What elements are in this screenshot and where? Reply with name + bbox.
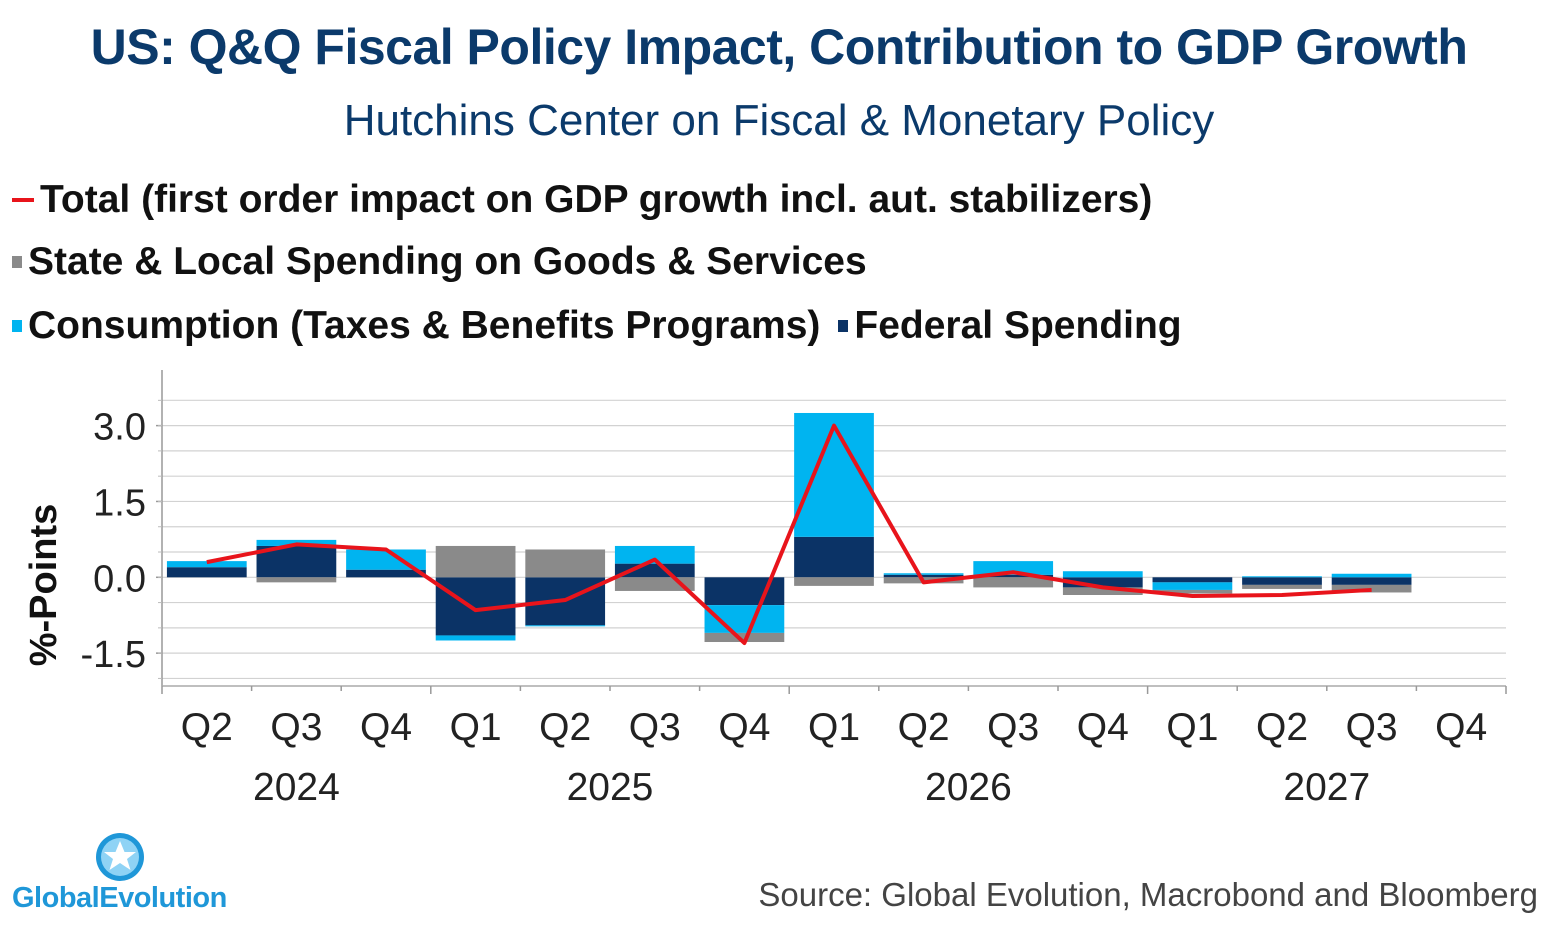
bar-federal <box>1062 577 1143 588</box>
x-tick-label: Q2 <box>898 706 950 749</box>
bar-federal <box>704 577 785 606</box>
legend-item-total[interactable]: Total (first order impact on GDP growth … <box>12 178 1152 222</box>
x-tick-label: Q4 <box>1077 706 1129 749</box>
bar-state_local <box>256 577 337 583</box>
bar-consumption <box>1152 582 1233 590</box>
x-tick-label: Q2 <box>181 706 233 749</box>
bar-federal <box>883 574 964 578</box>
bar-federal <box>1152 577 1233 583</box>
bar-consumption <box>614 545 695 564</box>
bar-state_local <box>1331 584 1412 593</box>
y-tick-label: 1.5 <box>93 482 146 524</box>
total-line-series <box>206 423 1372 646</box>
legend-label-total: Total (first order impact on GDP growth … <box>40 178 1153 221</box>
legend-row-1: Total (first order impact on GDP growth … <box>12 178 1170 222</box>
x-tick-label: Q4 <box>360 706 412 749</box>
axes: -1.5 0.0 1.5 3.0 Q2 Q3 Q4 Q1 Q2 Q3 Q4 Q1 Q2 Q3 Q4 Q1 Q2 Q… <box>81 370 1507 809</box>
chart-plot: -1.5 0.0 1.5 3.0 Q2 Q3 Q4 Q1 Q2 Q3 Q4 Q1 Q2 Q3 Q4 Q1 Q2 Q… <box>23 370 1507 809</box>
legend-item-consumption[interactable]: Consumption (Taxes & Benefits Programs) <box>12 304 820 348</box>
legend-item-state-local[interactable]: State & Local Spending on Goods & Servic… <box>12 240 867 284</box>
x-tick-label: Q4 <box>718 706 770 749</box>
x-tick-label: Q1 <box>450 706 502 749</box>
bar-federal <box>166 567 247 578</box>
x-tick-label: Q2 <box>539 706 591 749</box>
bar-state_local <box>1062 587 1143 595</box>
x-tick-label: Q3 <box>1346 706 1398 749</box>
legend-swatch-state-local <box>12 256 22 268</box>
bar-consumption <box>166 561 247 568</box>
bar-consumption <box>525 625 606 627</box>
legend-row-3: Consumption (Taxes & Benefits Programs) … <box>12 304 1200 348</box>
bar-state_local <box>525 549 606 578</box>
legend-swatch-consumption <box>12 320 22 332</box>
bar-state_local <box>794 577 874 586</box>
bar-federal <box>973 574 1054 578</box>
legend-label-state-local: State & Local Spending on Goods & Servic… <box>28 240 867 283</box>
bar-federal <box>1331 577 1412 585</box>
bar-consumption <box>435 635 516 641</box>
chart-title: US: Q&Q Fiscal Policy Impact, Contributi… <box>90 19 1468 75</box>
y-axis-label: %-Points <box>23 504 65 667</box>
bar-federal <box>1242 577 1322 585</box>
x-tick-label: Q3 <box>270 706 322 749</box>
bar-federal <box>346 569 426 578</box>
x-year-label: 2025 <box>567 766 654 809</box>
x-tick-label: Q4 <box>1435 706 1487 749</box>
chart-subtitle: Hutchins Center on Fiscal & Monetary Pol… <box>343 96 1215 145</box>
legend-swatch-federal <box>838 320 849 332</box>
bar-consumption <box>1331 573 1412 578</box>
legend-item-federal[interactable]: Federal Spending <box>838 304 1182 348</box>
legend-label-consumption: Consumption (Taxes & Benefits Programs) <box>28 304 821 347</box>
x-tick-label: Q3 <box>629 706 681 749</box>
x-tick-label: Q2 <box>1256 706 1308 749</box>
x-year-label: 2024 <box>253 766 340 809</box>
x-year-label: 2027 <box>1283 766 1370 809</box>
bar-state_local <box>1242 584 1322 589</box>
y-tick-label: -1.5 <box>81 634 146 676</box>
x-year-label: 2026 <box>925 766 1012 809</box>
logo-text: GlobalEvolution <box>12 882 227 914</box>
bar-federal <box>794 536 874 578</box>
x-tick-label: Q1 <box>808 706 860 749</box>
bar-state_local <box>435 545 516 578</box>
total-line <box>206 423 1372 646</box>
global-evolution-logo <box>96 833 144 881</box>
bar-consumption <box>1062 571 1143 578</box>
y-tick-label: 3.0 <box>93 407 146 449</box>
source-note: Source: Global Evolution, Macrobond and … <box>758 876 1538 913</box>
legend-swatch-total <box>12 198 34 202</box>
bar-consumption <box>973 561 1054 575</box>
bar-consumption <box>883 573 964 575</box>
legend-label-federal: Federal Spending <box>854 304 1182 347</box>
bar-state_local <box>973 577 1054 588</box>
x-tick-label: Q3 <box>987 706 1039 749</box>
legend-row-2: State & Local Spending on Goods & Servic… <box>12 240 885 284</box>
bar-state_local <box>1152 589 1233 594</box>
bar-consumption <box>1242 576 1322 578</box>
bar-series <box>166 412 1412 643</box>
y-tick-label: 0.0 <box>93 558 146 600</box>
x-tick-label: Q1 <box>1166 706 1218 749</box>
bar-state_local <box>704 632 785 643</box>
